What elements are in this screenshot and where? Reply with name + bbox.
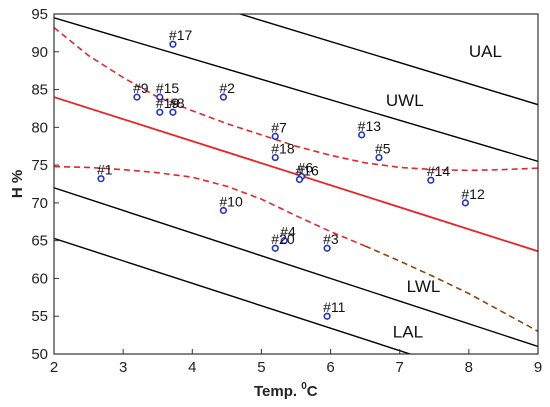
data-point-label: #4	[280, 224, 296, 240]
data-point	[358, 131, 366, 139]
lwl-label: LWL	[407, 277, 441, 296]
data-point	[271, 244, 279, 252]
y-tick-label: 60	[31, 270, 48, 287]
y-tick-label: 95	[31, 6, 48, 23]
confidence-band-lower-tail	[364, 245, 538, 333]
lal-label: LAL	[393, 322, 423, 341]
data-point-label: #11	[323, 299, 346, 315]
confidence-band-lower	[54, 165, 366, 247]
x-axis-title: Temp. 0C	[254, 381, 318, 400]
data-point	[295, 175, 304, 184]
y-tick-label: 70	[31, 195, 48, 212]
chart-lines	[54, 14, 538, 354]
data-point-label: #16	[295, 162, 319, 178]
x-tick-label: 7	[396, 359, 404, 376]
data-point	[169, 40, 177, 48]
plot-frame	[53, 13, 539, 355]
data-point-label: #17	[169, 27, 193, 43]
x-axis-title-superscript: 0	[301, 381, 307, 392]
ual-line	[54, 17, 538, 163]
x-tick-label: 4	[188, 359, 196, 376]
data-point	[219, 93, 227, 101]
data-point-label: #5	[375, 141, 391, 157]
x-tick-label: 2	[50, 359, 58, 376]
x-axis-title-unit: C	[307, 383, 318, 400]
data-point-label: #1	[97, 162, 113, 178]
data-point-label: #6	[298, 159, 314, 175]
uwl-line	[237, 14, 538, 106]
data-points: #1#2#3#4#5#6#7#8#9#10#11#12#13#14#15#16#…	[97, 27, 485, 320]
data-point-label: #10	[219, 193, 243, 209]
y-tick-label: 55	[31, 308, 48, 325]
y-tick-label: 65	[31, 233, 48, 250]
data-point	[323, 312, 331, 320]
data-point-label: #2	[219, 80, 235, 96]
y-tick-label: 90	[31, 44, 48, 61]
data-point	[169, 108, 177, 116]
y-tick-label: 85	[31, 82, 48, 99]
data-point	[133, 93, 141, 101]
data-point	[280, 237, 288, 245]
data-point-label: #3	[323, 231, 339, 247]
x-tick-label: 9	[534, 359, 542, 376]
axis-ticks: 2 3 4 5 6 7 8 9 50 55 60 65 70 75 80 85 90 95	[31, 6, 542, 376]
uwl-label: UWL	[386, 91, 424, 110]
confidence-band-upper	[54, 26, 538, 172]
y-tick-label: 50	[31, 346, 48, 363]
x-tick-label: 6	[326, 359, 334, 376]
ual-label: UAL	[469, 42, 502, 61]
data-point-label: #13	[358, 118, 382, 134]
data-point	[427, 176, 435, 184]
y-tick-label: 80	[31, 119, 48, 136]
data-point-label: #9	[133, 80, 149, 96]
data-point-label: #12	[461, 186, 485, 202]
data-point-label: #15	[156, 80, 180, 96]
data-point	[156, 108, 164, 116]
data-point	[97, 175, 105, 183]
data-point-label: #8	[169, 95, 185, 111]
data-point-label: #20	[271, 231, 295, 247]
data-point	[271, 132, 279, 140]
x-axis-title-main: Temp.	[254, 383, 301, 400]
data-point-label: #14	[427, 163, 451, 179]
y-axis-title: H %	[9, 170, 26, 198]
lwl-line	[54, 187, 538, 348]
data-point	[375, 153, 383, 162]
data-point-label: #7	[271, 119, 287, 135]
regression-line	[54, 96, 538, 253]
data-point	[323, 244, 331, 252]
data-point	[461, 199, 470, 207]
y-tick-label: 75	[31, 157, 48, 174]
x-tick-label: 3	[119, 359, 127, 376]
data-point-label: #18	[271, 141, 295, 157]
data-point	[219, 206, 227, 215]
data-point	[156, 93, 164, 101]
lal-line	[54, 237, 413, 354]
x-tick-label: 8	[465, 359, 473, 376]
data-point	[271, 153, 279, 162]
x-tick-label: 5	[257, 359, 265, 376]
data-point-label: #19	[156, 95, 180, 111]
